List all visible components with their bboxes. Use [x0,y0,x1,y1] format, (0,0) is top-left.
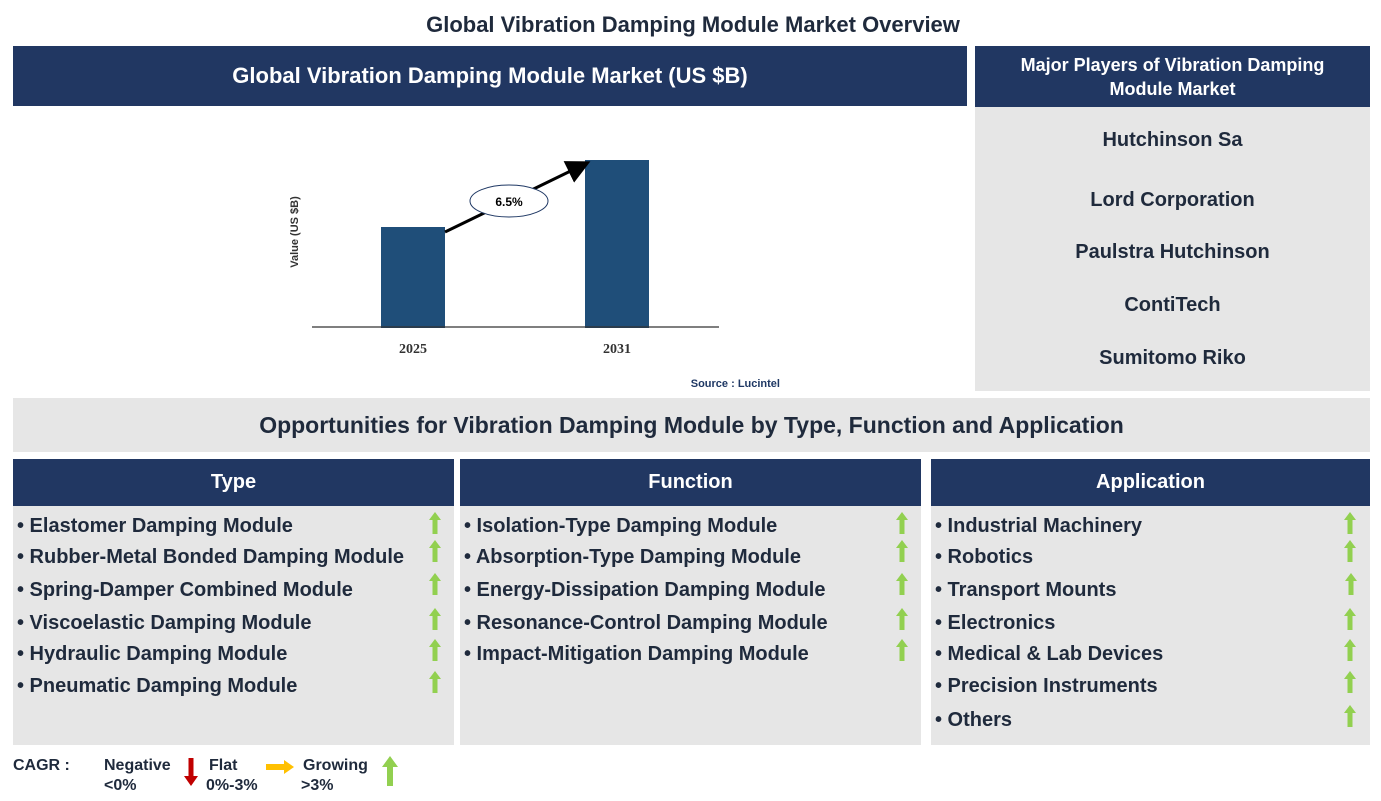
cagr-bubble [469,184,549,218]
negative-arrow-icon [184,758,198,786]
application-column: • Industrial Machinery • Robotics • Tran… [931,506,1370,745]
function-column-header: Function [460,459,921,506]
list-item: • Elastomer Damping Module [17,515,293,537]
page-title: Global Vibration Damping Module Market O… [426,12,960,37]
legend-growing-title: Growing [303,757,368,774]
growing-arrow-icon [429,540,441,562]
growing-arrow-icon [896,639,908,661]
list-item: • Robotics [935,546,1034,568]
growing-arrow-icon [1344,639,1356,661]
legend-flat-title: Flat [209,757,238,774]
bar-2025 [381,227,445,328]
growing-arrow-icon [1344,705,1356,727]
type-column-header: Type [13,459,454,506]
list-item: • Resonance-Control Damping Module [464,612,828,634]
type-column: • Elastomer Damping Module • Rubber-Meta… [13,506,454,745]
legend-label: CAGR : [13,757,70,774]
growing-arrow-icon [896,573,908,595]
list-item: • Viscoelastic Damping Module [17,612,312,634]
growing-arrow-icon [896,512,908,534]
list-item: • Absorption-Type Damping Module [464,546,801,568]
opportunities-title: Opportunities for Vibration Damping Modu… [13,398,1370,452]
growing-arrow-icon [429,512,441,534]
list-item: • Impact-Mitigation Damping Module [464,643,809,665]
bar-2031 [585,160,649,328]
list-item: • Industrial Machinery [935,515,1143,537]
application-column-header: Application [931,459,1370,506]
cagr-legend: CAGR : Negative <0% Flat 0%-3% Growing >… [0,754,420,799]
legend-negative-title: Negative [104,757,171,774]
list-item: • Others [935,709,1013,731]
flat-arrow-icon [266,760,294,774]
growing-arrow-icon [1345,573,1357,595]
x-tick-2025: 2025 [399,342,427,357]
list-item: • Hydraulic Damping Module [17,643,288,665]
list-item: • Pneumatic Damping Module [17,675,298,697]
growing-arrow-icon [429,639,441,661]
growing-arrow-icon [896,540,908,562]
list-item: • Medical & Lab Devices [935,643,1164,665]
legend-flat-range: 0%-3% [206,777,258,794]
growing-arrow-icon [429,573,441,595]
function-column: • Isolation-Type Damping Module • Absorp… [460,506,921,745]
players-list: Hutchinson Sa Lord Corporation Paulstra … [975,107,1370,391]
list-item: • Energy-Dissipation Damping Module [464,579,826,601]
legend-growing-range: >3% [301,777,334,794]
player-item: Lord Corporation [1090,189,1255,211]
market-chart-header: Global Vibration Damping Module Market (… [13,46,967,106]
growing-arrow-icon [1344,671,1356,693]
growing-arrow-icon [1344,540,1356,562]
list-item: • Precision Instruments [935,675,1158,697]
growing-arrow-icon [429,671,441,693]
player-item: Sumitomo Riko [1099,347,1246,369]
legend-negative-range: <0% [104,777,137,794]
x-tick-2031: 2031 [603,342,631,357]
player-item: ContiTech [1124,294,1221,316]
list-item: • Electronics [935,612,1056,634]
player-item: Paulstra Hutchinson [1075,241,1270,263]
players-header: Major Players of Vibration Damping Modul… [975,46,1370,107]
cagr-label: 6.5% [495,195,523,209]
growing-arrow-icon [429,608,441,630]
growing-arrow-icon [1344,512,1356,534]
y-axis-label: Value (US $B) [289,196,301,268]
list-item: • Isolation-Type Damping Module [464,515,778,537]
source-label: Source : Lucintel [691,378,780,390]
list-item: • Spring-Damper Combined Module [17,579,353,601]
growing-arrow-icon [896,608,908,630]
list-item: • Rubber-Metal Bonded Damping Module [17,546,404,568]
growing-arrow-icon [382,756,398,786]
bar-chart: Value (US $B) 6.5% 2025 2031 Source : Lu… [289,160,780,390]
player-item: Hutchinson Sa [1102,129,1243,151]
list-item: • Transport Mounts [935,579,1117,601]
market-chart: Value (US $B) 6.5% 2025 2031 Source : Lu… [13,106,967,396]
growing-arrow-icon [1344,608,1356,630]
